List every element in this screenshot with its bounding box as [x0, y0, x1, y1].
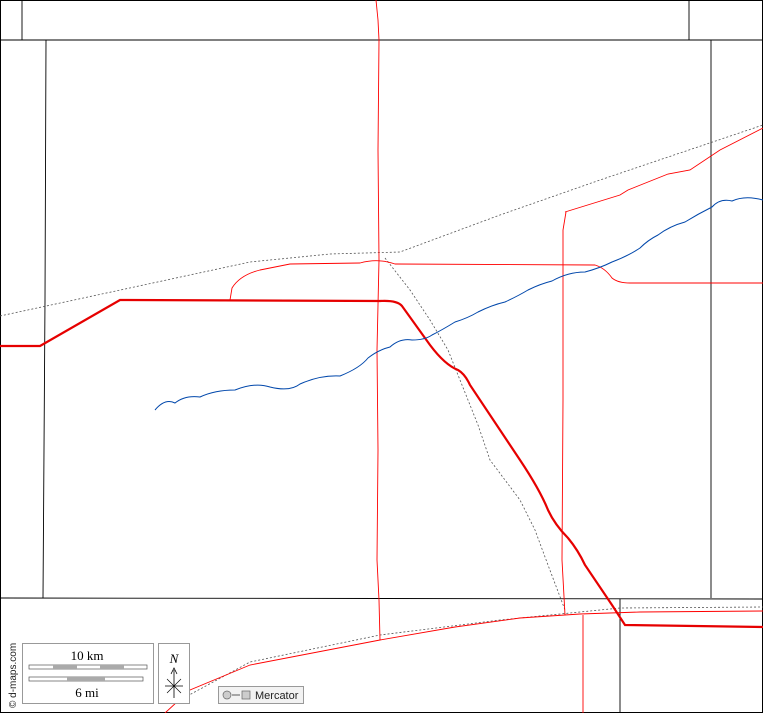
- scale-km-label: 10 km: [71, 648, 104, 663]
- minor-roads: [164, 0, 763, 713]
- credit: © d-maps.com: [8, 643, 19, 708]
- projection-box: Mercator: [218, 686, 304, 704]
- north-label: N: [169, 651, 180, 666]
- railways: [0, 124, 763, 701]
- highway: [0, 298, 763, 629]
- scale-mi-label: 6 mi: [75, 685, 99, 700]
- projection-label: Mercator: [255, 690, 299, 702]
- river: [154, 197, 763, 411]
- scale-bar: 10 km 6 mi: [22, 643, 154, 704]
- north-arrow: N: [158, 643, 190, 704]
